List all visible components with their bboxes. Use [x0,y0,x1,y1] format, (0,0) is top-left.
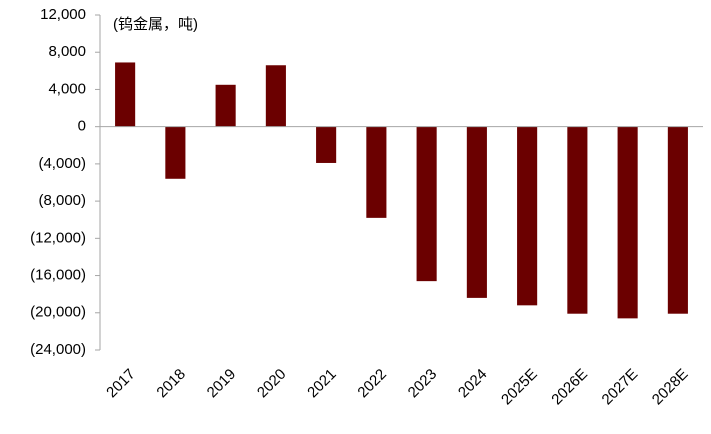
bar [466,126,487,298]
bar [567,126,588,314]
y-tick-label: (24,000) [30,341,86,358]
bar [316,126,337,163]
bar [667,126,688,314]
x-tick-label: 2020 [254,366,290,402]
annotation: (钨金属，吨) [113,16,198,33]
x-tick-label: 2024 [455,366,491,402]
y-tick-label: 4,000 [48,80,86,97]
y-tick-label: (4,000) [38,155,86,172]
y-tick-label: (16,000) [30,267,86,284]
bar [215,84,236,127]
x-tick-label: 2025E [498,366,541,409]
y-tick-label: (12,000) [30,229,86,246]
x-tick-label: 2023 [405,366,441,402]
x-tick-label: 2022 [354,366,390,402]
y-tick-label: (20,000) [30,304,86,321]
bar [265,65,286,127]
x-tick-label: 2017 [103,366,139,402]
x-tick-label: 2028E [649,366,692,409]
x-tick-label: 2019 [204,366,240,402]
bar [517,126,538,306]
x-tick-label: 2027E [599,366,642,409]
y-tick-label: (8,000) [38,192,86,209]
y-tick-label: 8,000 [48,43,86,60]
x-tick-label: 2018 [153,366,189,402]
y-tick-label: 0 [78,118,86,135]
bar [617,126,638,319]
bar [115,62,136,127]
bar [165,126,186,179]
x-tick-label: 2021 [304,366,340,402]
y-tick-label: 12,000 [40,6,86,23]
x-tick-label: 2026E [548,366,591,409]
bar [366,126,387,218]
bar [416,126,437,282]
